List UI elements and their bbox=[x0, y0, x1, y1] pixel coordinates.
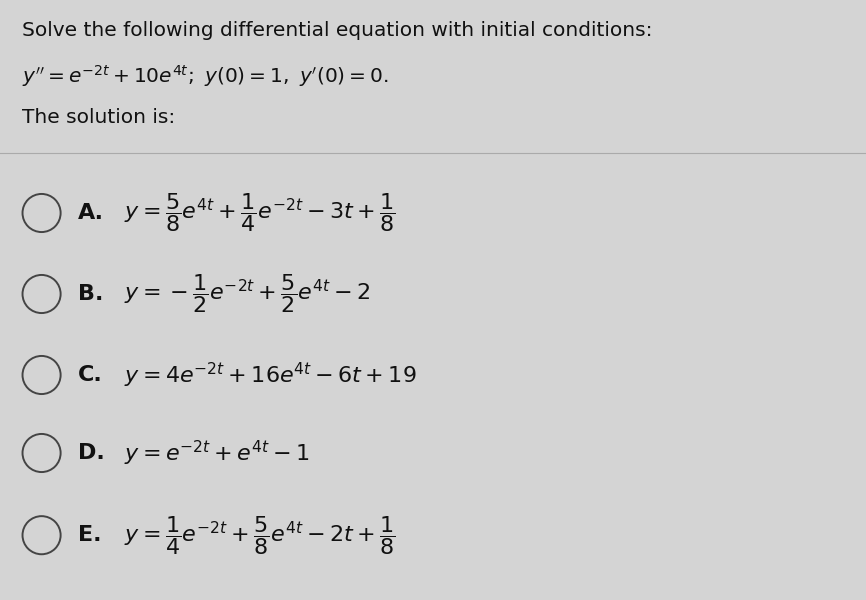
Text: C.: C. bbox=[78, 365, 103, 385]
Text: $y = \dfrac{5}{8}e^{4t} + \dfrac{1}{4}e^{-2t} - 3t + \dfrac{1}{8}$: $y = \dfrac{5}{8}e^{4t} + \dfrac{1}{4}e^… bbox=[124, 191, 396, 235]
Text: $y = e^{-2t} + e^{4t} - 1$: $y = e^{-2t} + e^{4t} - 1$ bbox=[124, 439, 309, 467]
Text: A.: A. bbox=[78, 203, 104, 223]
Text: Solve the following differential equation with initial conditions:: Solve the following differential equatio… bbox=[22, 21, 652, 40]
Text: D.: D. bbox=[78, 443, 105, 463]
Text: $y = 4e^{-2t} + 16e^{4t} - 6t + 19$: $y = 4e^{-2t} + 16e^{4t} - 6t + 19$ bbox=[124, 361, 417, 389]
Text: E.: E. bbox=[78, 525, 101, 545]
Text: $y'' = e^{-2t} + 10e^{4t};\ y(0) = 1,\ y'(0) = 0.$: $y'' = e^{-2t} + 10e^{4t};\ y(0) = 1,\ y… bbox=[22, 63, 388, 89]
Text: $y = \dfrac{1}{4}e^{-2t} + \dfrac{5}{8}e^{4t} - 2t + \dfrac{1}{8}$: $y = \dfrac{1}{4}e^{-2t} + \dfrac{5}{8}e… bbox=[124, 514, 396, 557]
Text: $y = -\dfrac{1}{2}e^{-2t} + \dfrac{5}{2}e^{4t} - 2$: $y = -\dfrac{1}{2}e^{-2t} + \dfrac{5}{2}… bbox=[124, 272, 370, 316]
Text: B.: B. bbox=[78, 284, 103, 304]
Text: The solution is:: The solution is: bbox=[22, 108, 175, 127]
